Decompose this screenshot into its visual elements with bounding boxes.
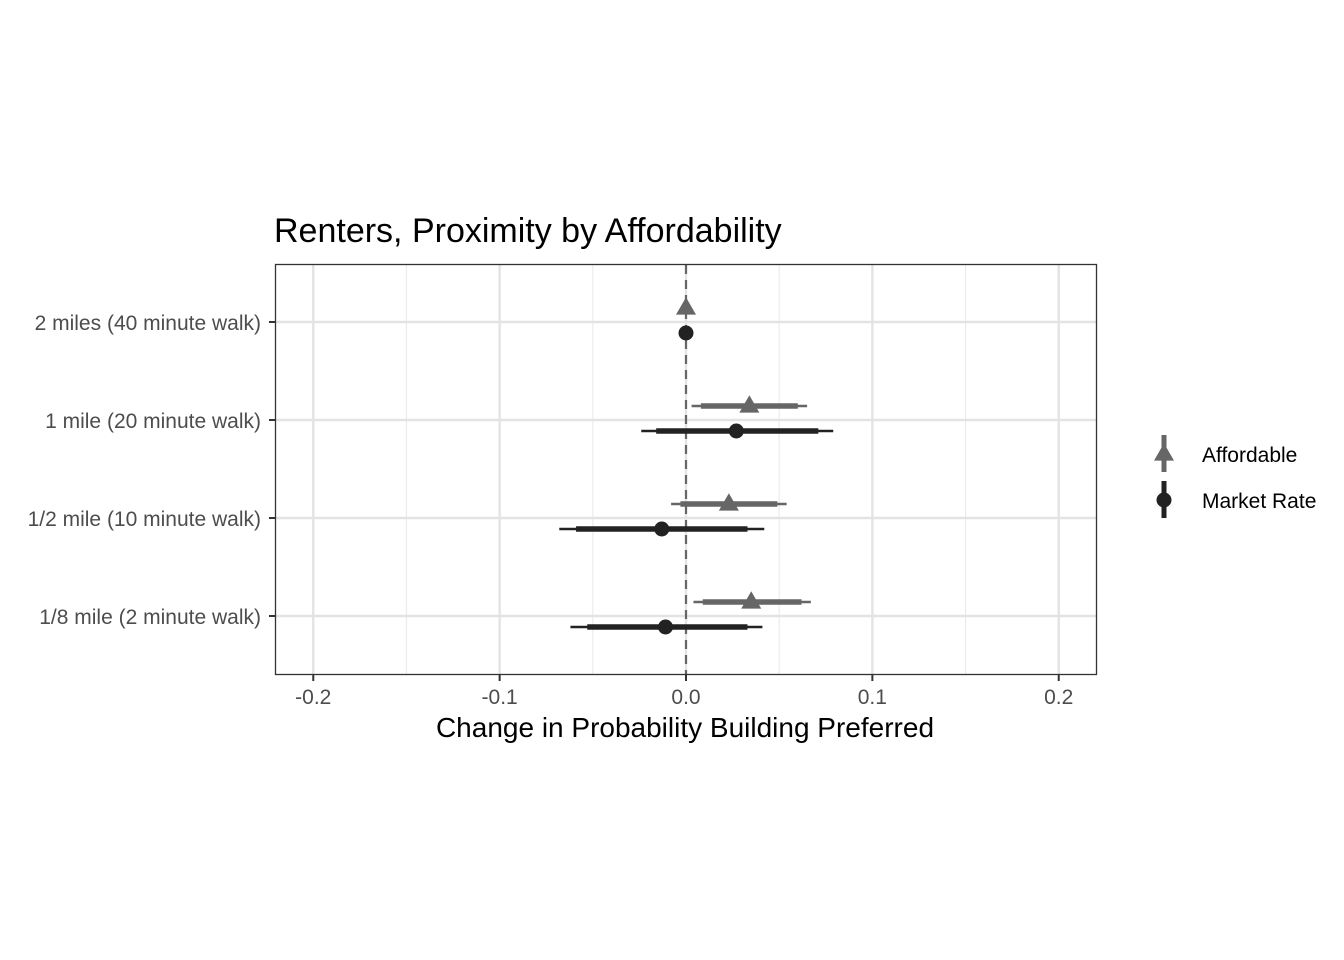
legend-label: Affordable <box>1202 444 1297 467</box>
y-tick-label: 1/8 mile (2 minute walk) <box>39 606 261 629</box>
affordable-estimate-point <box>741 591 762 609</box>
x-tick-label: 0.0 <box>671 686 700 709</box>
x-axis: -0.2 -0.1 0.0 0.1 0.2 <box>295 675 1073 709</box>
marks-layer <box>559 297 834 635</box>
legend-item: Affordable <box>1154 435 1297 472</box>
y-tick-label: 1 mile (20 minute walk) <box>45 410 261 433</box>
legend-item: Market Rate <box>1156 481 1316 518</box>
y-axis: 2 miles (40 minute walk) 1 mile (20 minut… <box>28 312 275 629</box>
legend-key-triangle <box>1154 443 1174 461</box>
x-axis-title: Change in Probability Building Preferred <box>436 712 934 743</box>
x-tick-label: 0.1 <box>858 686 887 709</box>
y-tick-label: 1/2 mile (10 minute walk) <box>28 508 261 531</box>
y-tick-label: 2 miles (40 minute walk) <box>35 312 261 335</box>
x-tick-label: -0.2 <box>295 686 331 709</box>
market-rate-estimate-point <box>654 521 670 537</box>
chart-title: Renters, Proximity by Affordability <box>274 212 782 250</box>
affordable-estimate-point <box>739 395 760 413</box>
legend-label: Market Rate <box>1202 490 1316 513</box>
market-rate-estimate-point <box>728 423 744 439</box>
x-tick-label: -0.1 <box>482 686 518 709</box>
x-tick-label: 0.2 <box>1044 686 1073 709</box>
market-rate-estimate-point <box>658 619 673 635</box>
legend: Affordable Market Rate <box>1154 435 1316 518</box>
affordable-estimate-point <box>718 493 739 511</box>
affordable-estimate-point <box>676 297 696 315</box>
legend-key-circle <box>1156 492 1172 508</box>
market-rate-estimate-point <box>678 325 694 341</box>
plot-panel-border <box>274 263 1098 676</box>
